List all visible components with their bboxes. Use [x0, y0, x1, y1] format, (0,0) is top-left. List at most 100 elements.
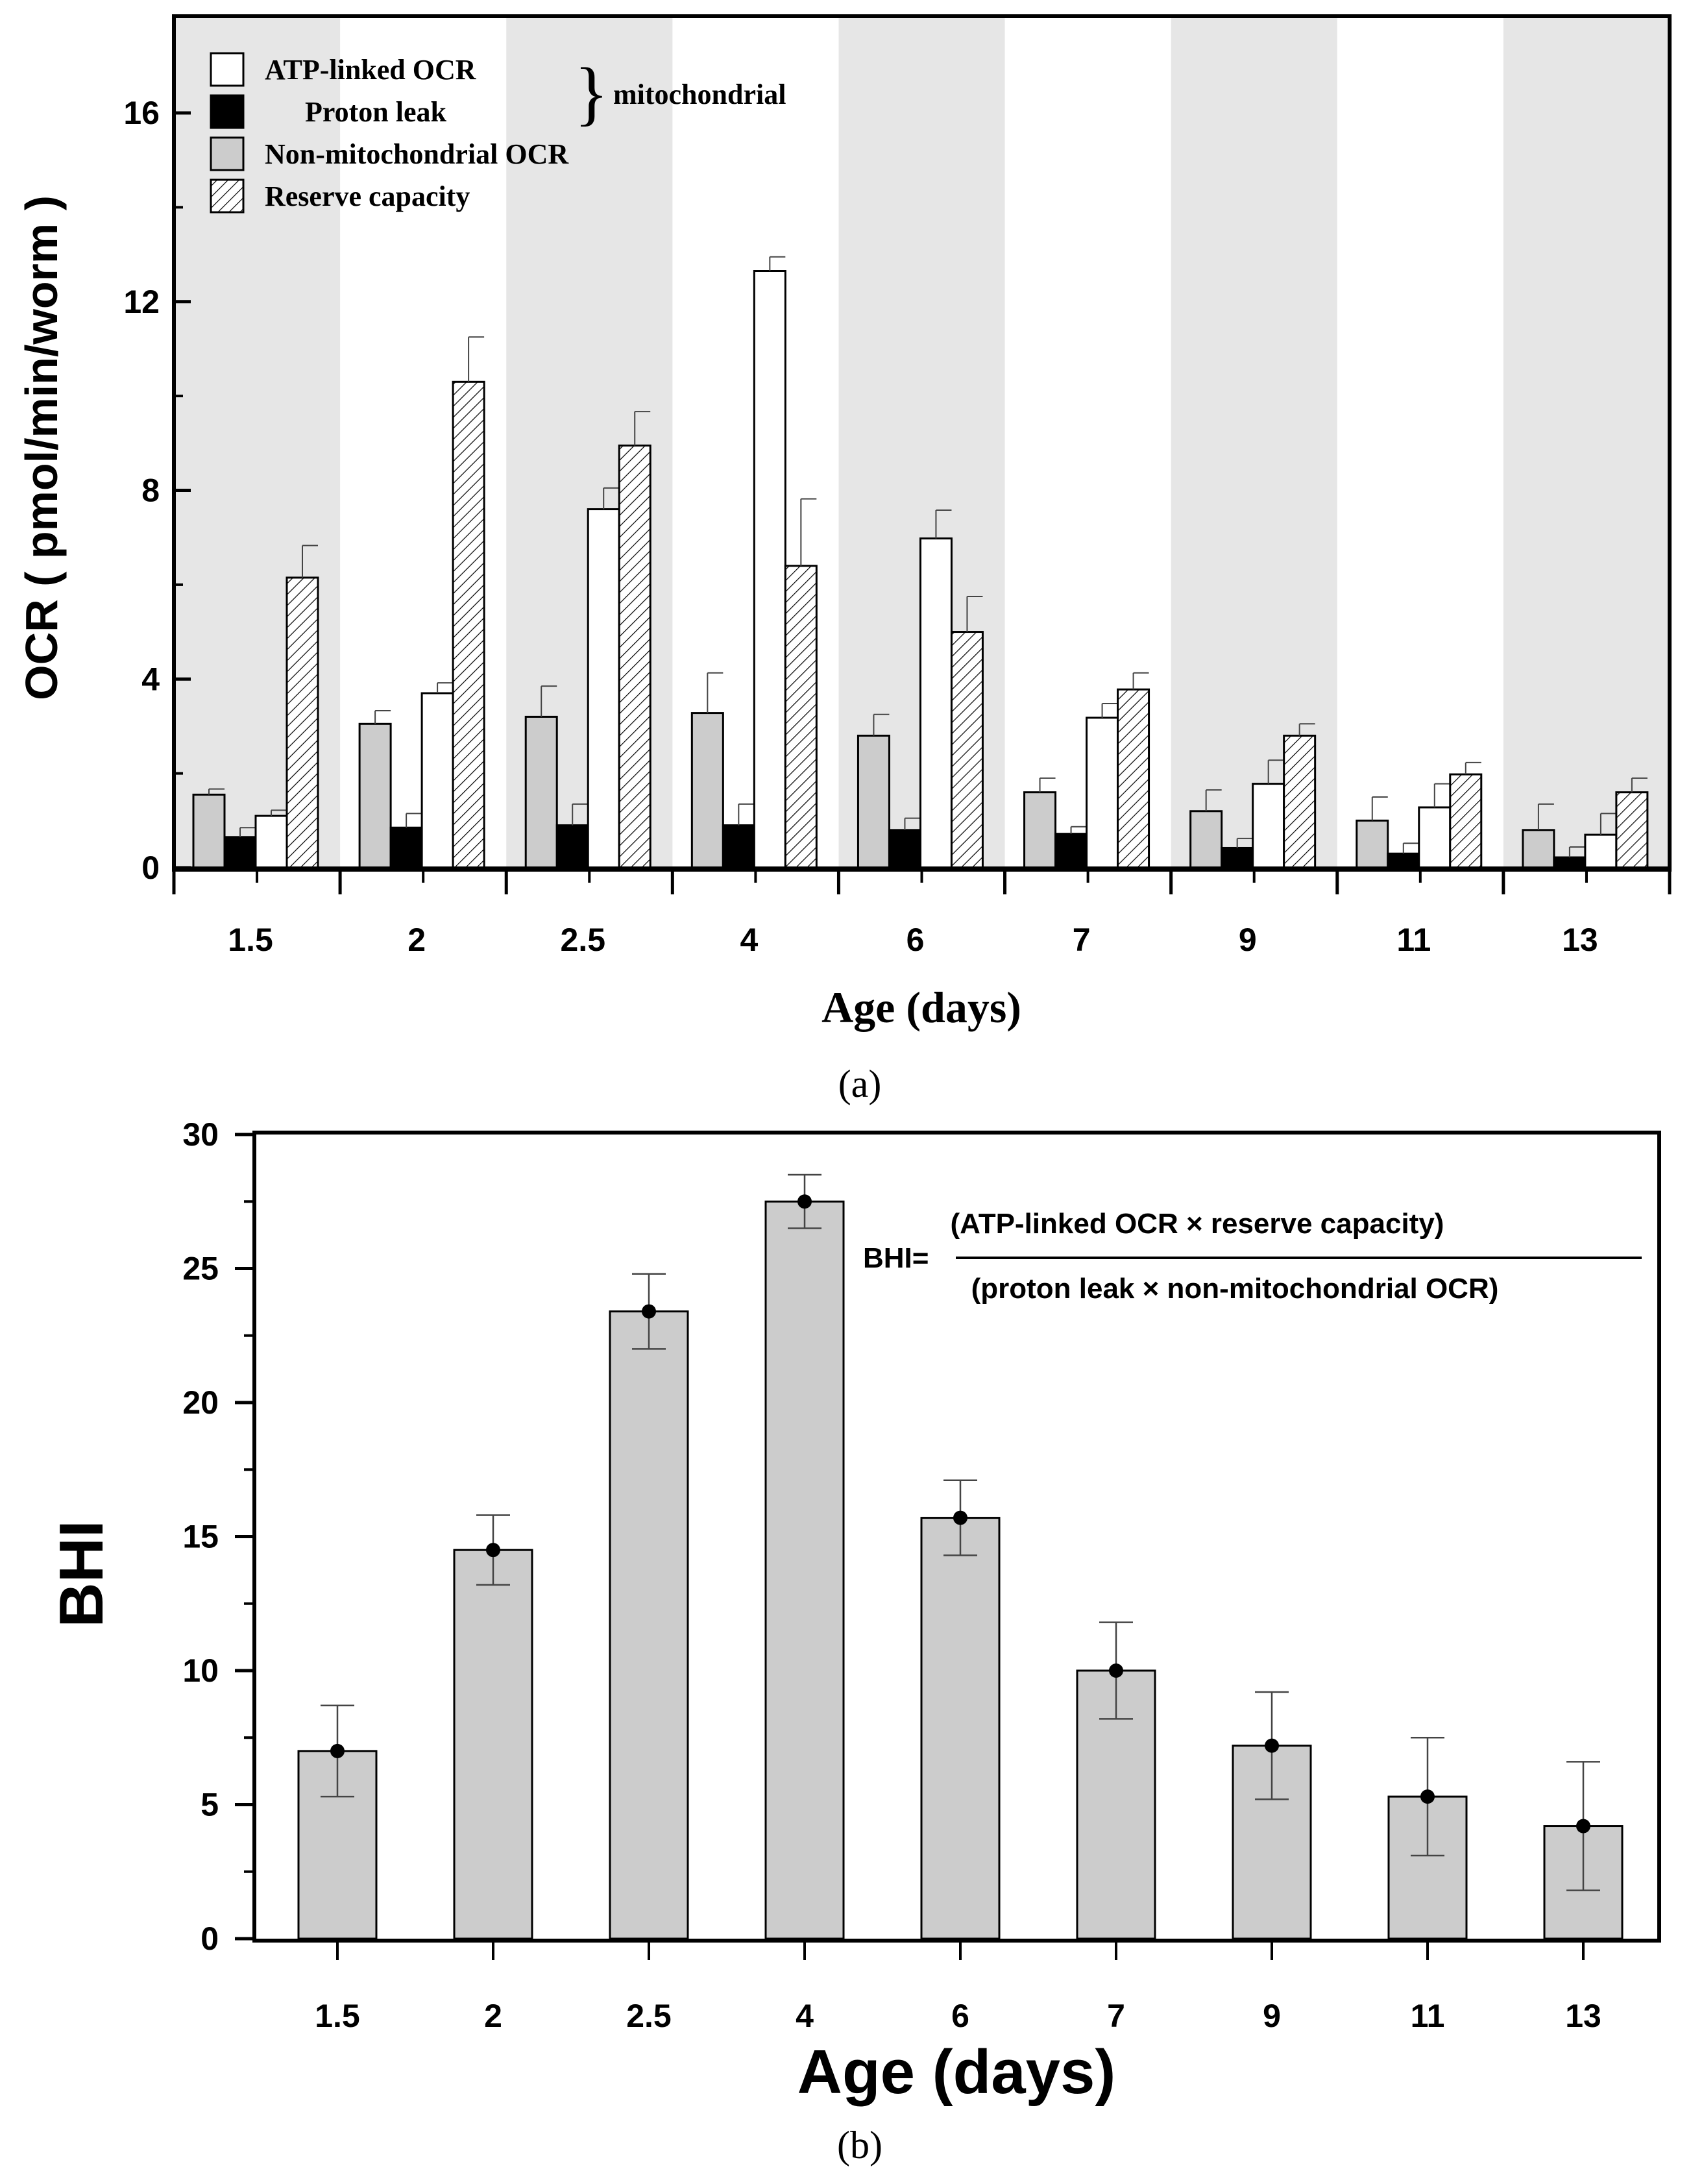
plot-frame	[252, 1131, 1661, 1943]
mean-point	[1265, 1738, 1279, 1753]
bar-non-mitochondrial	[1189, 810, 1223, 869]
mean-point	[486, 1543, 500, 1558]
x-axis-ticks: 1.5 2 2.5 4 6 7 9 11 13	[315, 1941, 1601, 2034]
panel-b: 0 5 10 15 20 25 30 1.5 2 2.5 4 6 7 9 11 13 BHI= (ATP-l…	[47, 1116, 1661, 2166]
bar-proton-leak	[888, 829, 921, 869]
bhi-bar	[453, 1549, 533, 1940]
bar-atp-linked	[753, 270, 786, 869]
bar-reserve-capacity	[1117, 688, 1150, 869]
x-tick-label: 13	[1565, 1998, 1601, 2034]
legend-brace: }	[574, 53, 609, 132]
x-axis-title-a: Age (days)	[821, 983, 1021, 1032]
category-band	[1171, 16, 1337, 870]
x-tick-label: 11	[1396, 922, 1431, 958]
y-tick-label: 30	[182, 1116, 219, 1153]
y-axis-ticks: 0 4 8 12 16	[123, 95, 191, 886]
bar-proton-leak	[223, 836, 257, 869]
mean-point	[330, 1743, 345, 1758]
bar-non-mitochondrial	[1356, 819, 1389, 869]
x-tick-label: 7	[1073, 922, 1091, 958]
legend-label-nonmito: Non-mitochondrial OCR	[265, 138, 569, 170]
y-tick-label: 8	[141, 472, 160, 509]
x-tick-label: 1.5	[315, 1998, 360, 2034]
y-tick-label: 12	[123, 284, 160, 320]
bar-reserve-capacity	[1449, 773, 1483, 869]
x-tick-label: 4	[796, 1998, 814, 2034]
y-tick-label: 5	[201, 1787, 219, 1823]
legend-swatch-reserve	[210, 178, 245, 214]
panel-a: 0 4 8 12 16 1.5 2 2.5 4 6 7 9 11 13 ATP-linked OCR P…	[16, 14, 1672, 1105]
x-axis-title-b: Age (days)	[797, 2037, 1116, 2107]
bar-groups	[174, 256, 1670, 869]
panel-label-a: (a)	[838, 1062, 882, 1105]
bhi-bar	[920, 1517, 1001, 1940]
bar-atp-linked	[919, 537, 953, 869]
bar-atp-linked	[420, 692, 454, 869]
bhi-formula: BHI= (ATP-linked OCR × reserve capacity)…	[863, 1208, 1642, 1305]
x-tick-label: 13	[1562, 922, 1598, 958]
formula-lhs: BHI=	[863, 1242, 929, 1274]
bar-non-mitochondrial	[690, 712, 724, 869]
x-tick-label: 2	[408, 922, 426, 958]
bar-reserve-capacity	[1615, 791, 1649, 869]
x-tick-label: 9	[1263, 1998, 1281, 2034]
bar-proton-leak	[722, 824, 755, 869]
bhi-bar	[1076, 1669, 1156, 1940]
y-axis-title-a: OCR ( pmol/min/worm )	[16, 195, 67, 700]
y-axis-ticks: 0 5 10 15 20 25 30	[182, 1116, 254, 1957]
x-axis-ticks: 1.5 2 2.5 4 6 7 9 11 13	[172, 870, 1672, 958]
bar-reserve-capacity	[452, 380, 485, 869]
y-tick-label: 0	[201, 1920, 219, 1957]
bar-atp-linked	[1252, 783, 1285, 869]
legend-label-proton: Proton leak	[305, 96, 446, 128]
bar-atp-linked	[587, 508, 620, 869]
x-tick-label: 2.5	[626, 1998, 672, 2034]
x-tick-label: 1.5	[228, 922, 273, 958]
y-tick-label: 0	[141, 850, 160, 886]
bar-atp-linked	[1418, 806, 1452, 869]
bar-non-mitochondrial	[1522, 829, 1555, 869]
bar-non-mitochondrial	[1023, 791, 1057, 869]
bar-proton-leak	[1221, 846, 1254, 869]
bar-proton-leak	[1387, 852, 1420, 869]
legend-swatch-nonmito	[210, 136, 245, 171]
y-tick-label: 4	[141, 661, 160, 697]
bar-non-mitochondrial	[192, 793, 226, 869]
bar-reserve-capacity	[618, 444, 651, 869]
x-tick-label: 11	[1411, 1998, 1445, 2034]
bar-proton-leak	[555, 824, 589, 869]
y-axis-title-b: BHI	[47, 1520, 116, 1627]
y-tick-label: 10	[182, 1652, 219, 1689]
bar-atp-linked	[1086, 717, 1119, 869]
bar-non-mitochondrial	[857, 734, 890, 869]
bar-reserve-capacity	[286, 576, 319, 869]
bar-proton-leak	[389, 826, 423, 869]
legend-label-reserve: Reserve capacity	[265, 180, 470, 212]
category-bands	[174, 16, 1670, 870]
bhi-bar	[764, 1200, 845, 1940]
x-tick-label: 7	[1107, 1998, 1125, 2034]
legend-swatch-proton	[210, 94, 245, 129]
legend: ATP-linked OCR Proton leak Non-mitochond…	[210, 52, 786, 214]
bar-proton-leak	[1553, 856, 1587, 869]
y-tick-label: 15	[182, 1519, 219, 1555]
x-tick-label: 9	[1239, 922, 1257, 958]
bhi-bars	[297, 1173, 1624, 1940]
x-tick-label: 2	[484, 1998, 502, 2034]
bhi-bar	[609, 1310, 689, 1940]
bar-reserve-capacity	[950, 631, 984, 869]
mean-point	[797, 1194, 812, 1209]
x-tick-label: 6	[951, 1998, 969, 2034]
bar-proton-leak	[1054, 833, 1088, 869]
x-tick-label: 2.5	[561, 922, 606, 958]
legend-group-label: mitochondrial	[613, 79, 786, 110]
panel-label-b: (b)	[837, 2124, 882, 2166]
formula-numerator: (ATP-linked OCR × reserve capacity)	[951, 1208, 1444, 1240]
bar-non-mitochondrial	[358, 722, 392, 869]
bar-atp-linked	[1584, 833, 1618, 869]
category-band	[1503, 16, 1670, 870]
x-tick-label: 6	[906, 922, 925, 958]
bar-reserve-capacity	[1283, 734, 1317, 869]
mean-point	[642, 1304, 656, 1319]
